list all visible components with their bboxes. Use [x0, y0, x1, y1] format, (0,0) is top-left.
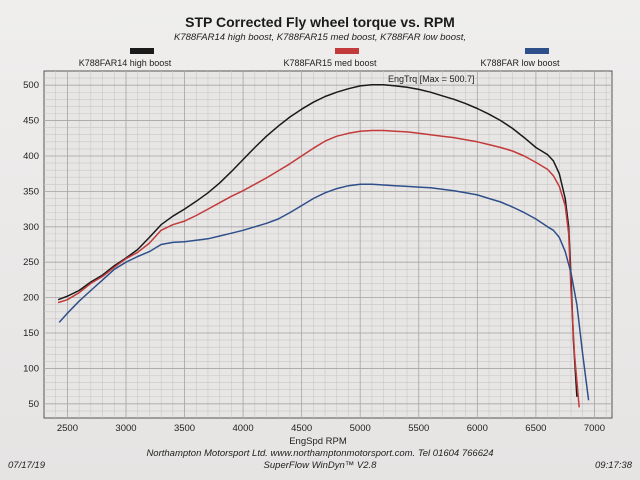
x-tick-label: 5000 — [350, 423, 371, 434]
y-tick-label: 350 — [23, 186, 39, 197]
x-tick-label: 4500 — [291, 423, 312, 434]
footer-time: 09:17:38 — [595, 460, 632, 471]
y-tick-label: 400 — [23, 151, 39, 162]
y-tick-label: 50 — [28, 399, 39, 410]
legend-label-2: K788FAR15 med boost — [283, 58, 377, 68]
legend-swatch-2 — [335, 48, 359, 54]
series-line-1 — [57, 83, 578, 397]
y-tick-label: 450 — [23, 116, 39, 127]
y-tick-label: 500 — [23, 80, 39, 91]
x-tick-label: 3500 — [174, 423, 195, 434]
chart-title: STP Corrected Fly wheel torque vs. RPM — [185, 14, 455, 30]
x-tick-label: 2500 — [57, 423, 78, 434]
footer-software: SuperFlow WinDyn™ V2.8 — [263, 460, 377, 471]
y-tick-label: 150 — [23, 328, 39, 339]
footer-date: 07/17/19 — [8, 460, 45, 471]
series-line-3 — [58, 183, 590, 401]
x-tick-label: 7000 — [584, 423, 605, 434]
plot-area — [43, 70, 613, 419]
y-tick-label: 100 — [23, 363, 39, 374]
max-annotation: EngTrq [Max = 500.7] — [388, 74, 474, 84]
legend-label-3: K788FAR low boost — [480, 58, 560, 68]
x-tick-label: 6000 — [467, 423, 488, 434]
chart-subtitle: K788FAR14 high boost, K788FAR15 med boos… — [173, 32, 467, 43]
legend-label-1: K788FAR14 high boost — [79, 58, 172, 68]
legend-swatch-3 — [525, 48, 549, 54]
y-tick-label: 250 — [23, 257, 39, 268]
y-tick-label: 300 — [23, 222, 39, 233]
legend-swatch-1 — [130, 48, 154, 54]
x-tick-label: 5500 — [408, 423, 429, 434]
x-tick-label: 4000 — [233, 423, 254, 434]
x-tick-label: 3000 — [115, 423, 136, 434]
footer-company: Northampton Motorsport Ltd. www.northamp… — [146, 448, 494, 459]
y-tick-label: 200 — [23, 293, 39, 304]
series-line-2 — [57, 129, 580, 408]
x-axis-label: EngSpd RPM — [289, 436, 347, 447]
x-tick-label: 6500 — [525, 423, 546, 434]
